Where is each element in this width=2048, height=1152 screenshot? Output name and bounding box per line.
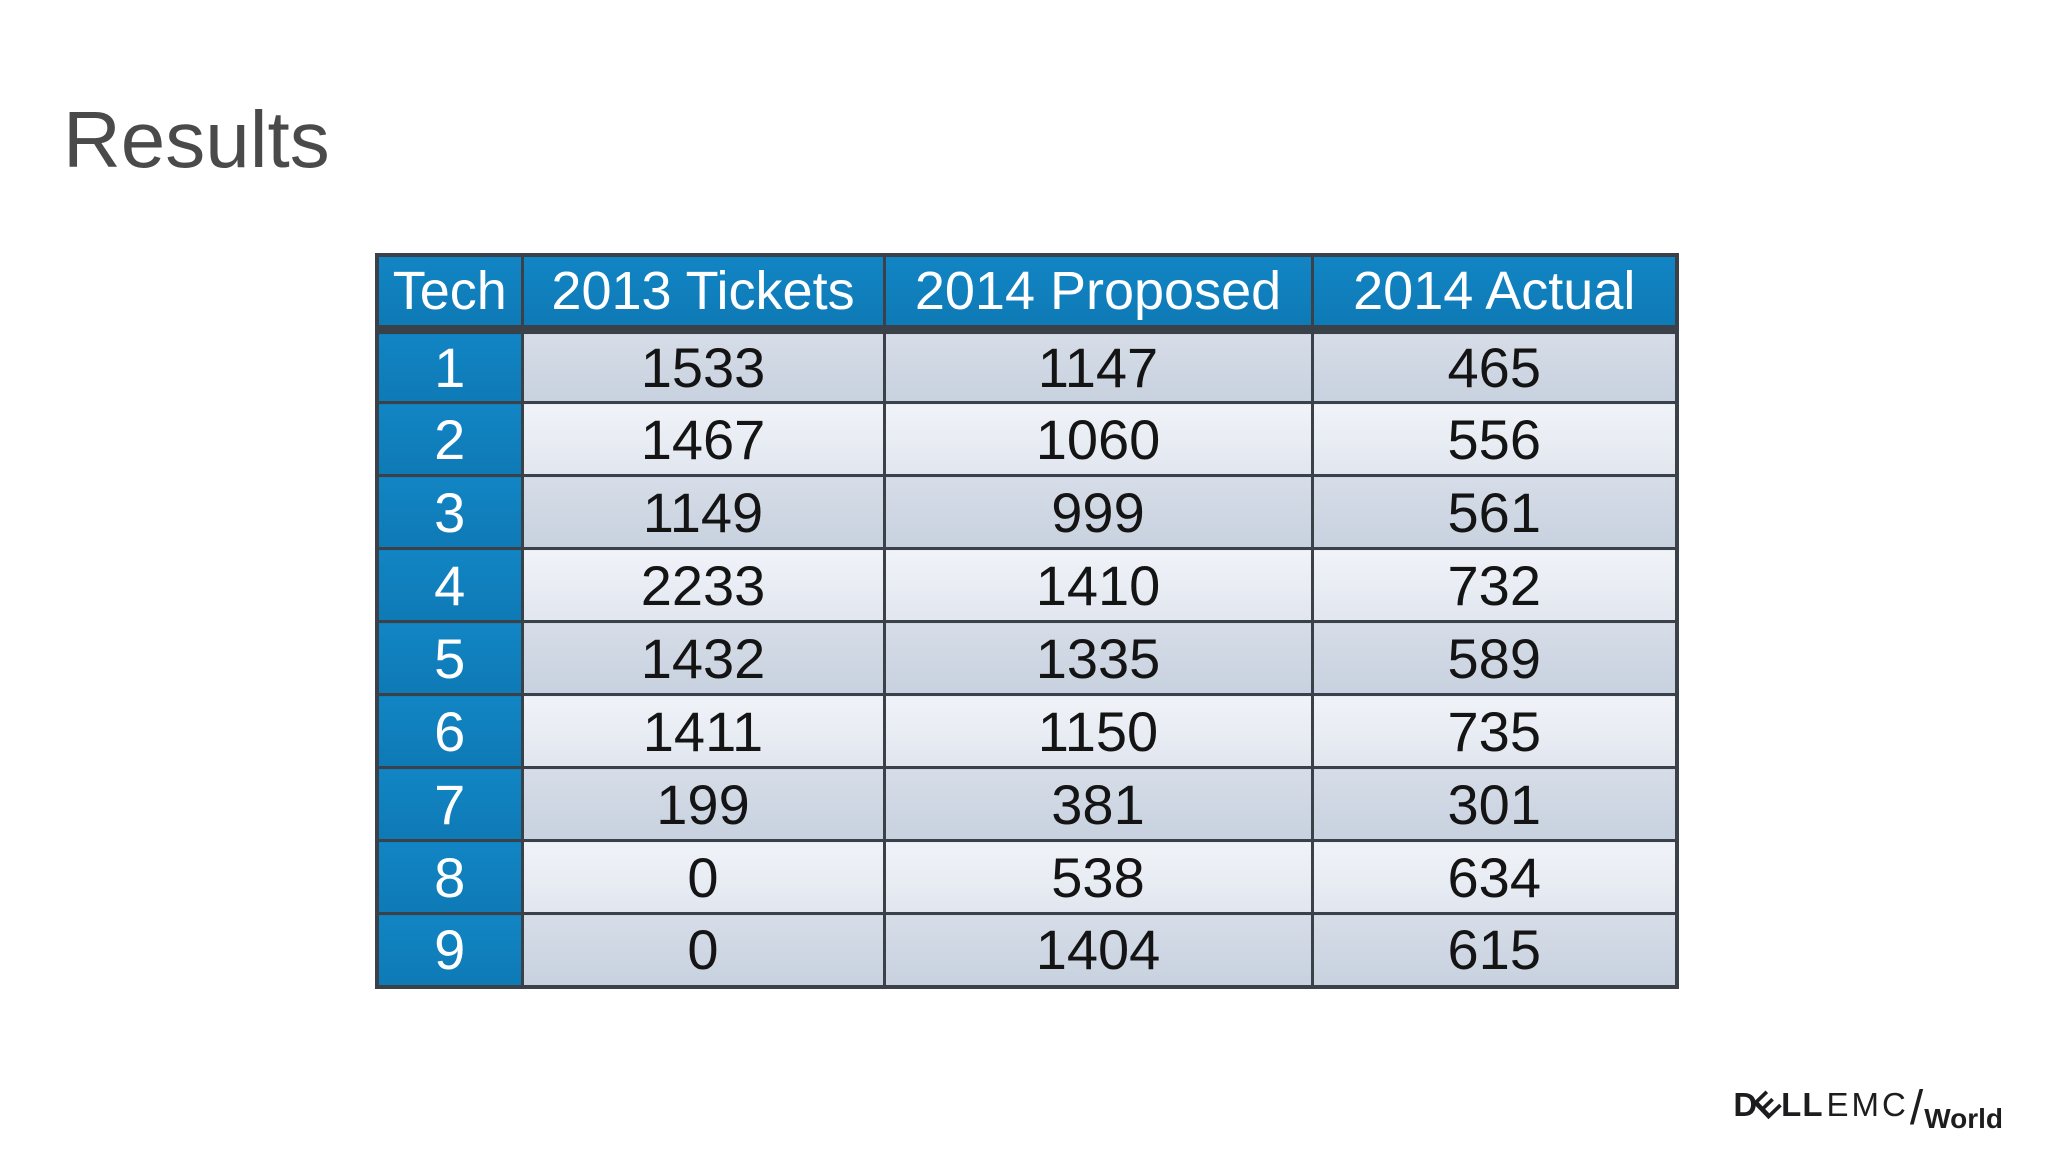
cell-tech: 8 <box>375 839 524 915</box>
dell-wordmark: DELL <box>1733 1083 1824 1126</box>
cell-2014-proposed: 538 <box>882 839 1314 915</box>
cell-2014-proposed: 1147 <box>882 328 1314 404</box>
column-header-2013-tickets: 2013 Tickets <box>520 253 886 334</box>
cell-2013-tickets: 1533 <box>520 328 886 404</box>
cell-2014-actual: 556 <box>1310 401 1679 477</box>
cell-2013-tickets: 1149 <box>520 474 886 550</box>
table-row: 1 1533 1147 465 <box>375 328 1679 404</box>
dell-emc-world-logo: DELL EMC / World <box>1733 1082 2003 1135</box>
cell-tech: 9 <box>375 912 524 988</box>
cell-2013-tickets: 1432 <box>520 620 886 696</box>
cell-2014-actual: 634 <box>1310 839 1679 915</box>
cell-tech: 3 <box>375 474 524 550</box>
cell-2014-actual: 735 <box>1310 693 1679 769</box>
cell-2014-proposed: 1150 <box>882 693 1314 769</box>
cell-2013-tickets: 1411 <box>520 693 886 769</box>
page-title: Results <box>63 95 330 184</box>
cell-tech: 6 <box>375 693 524 769</box>
table-row: 4 2233 1410 732 <box>375 547 1679 623</box>
cell-2014-actual: 561 <box>1310 474 1679 550</box>
world-wordmark: World <box>1924 1103 2003 1134</box>
cell-2014-proposed: 381 <box>882 766 1314 842</box>
cell-2013-tickets: 199 <box>520 766 886 842</box>
results-table: Tech 2013 Tickets 2014 Proposed 2014 Act… <box>375 253 1679 989</box>
cell-tech: 2 <box>375 401 524 477</box>
cell-2014-proposed: 1060 <box>882 401 1314 477</box>
cell-2013-tickets: 2233 <box>520 547 886 623</box>
cell-2014-actual: 465 <box>1310 328 1679 404</box>
cell-2014-proposed: 1410 <box>882 547 1314 623</box>
cell-2014-actual: 301 <box>1310 766 1679 842</box>
cell-2014-proposed: 1404 <box>882 912 1314 988</box>
cell-2013-tickets: 0 <box>520 839 886 915</box>
cell-2014-actual: 615 <box>1310 912 1679 988</box>
header-row: Tech 2013 Tickets 2014 Proposed 2014 Act… <box>375 253 1679 334</box>
column-header-2014-actual: 2014 Actual <box>1310 253 1679 334</box>
cell-2014-proposed: 999 <box>882 474 1314 550</box>
cell-tech: 4 <box>375 547 524 623</box>
table-row: 5 1432 1335 589 <box>375 620 1679 696</box>
emc-wordmark: EMC <box>1826 1086 1909 1123</box>
table-row: 8 0 538 634 <box>375 839 1679 915</box>
cell-2013-tickets: 1467 <box>520 401 886 477</box>
cell-tech: 1 <box>375 328 524 404</box>
table-row: 6 1411 1150 735 <box>375 693 1679 769</box>
cell-2014-actual: 732 <box>1310 547 1679 623</box>
column-header-tech: Tech <box>375 253 524 334</box>
table-row: 9 0 1404 615 <box>375 912 1679 988</box>
cell-tech: 7 <box>375 766 524 842</box>
cell-2013-tickets: 0 <box>520 912 886 988</box>
table-row: 7 199 381 301 <box>375 766 1679 842</box>
table-row: 3 1149 999 561 <box>375 474 1679 550</box>
cell-2014-proposed: 1335 <box>882 620 1314 696</box>
cell-2014-actual: 589 <box>1310 620 1679 696</box>
table-row: 2 1467 1060 556 <box>375 401 1679 477</box>
cell-tech: 5 <box>375 620 524 696</box>
column-header-2014-proposed: 2014 Proposed <box>882 253 1314 334</box>
